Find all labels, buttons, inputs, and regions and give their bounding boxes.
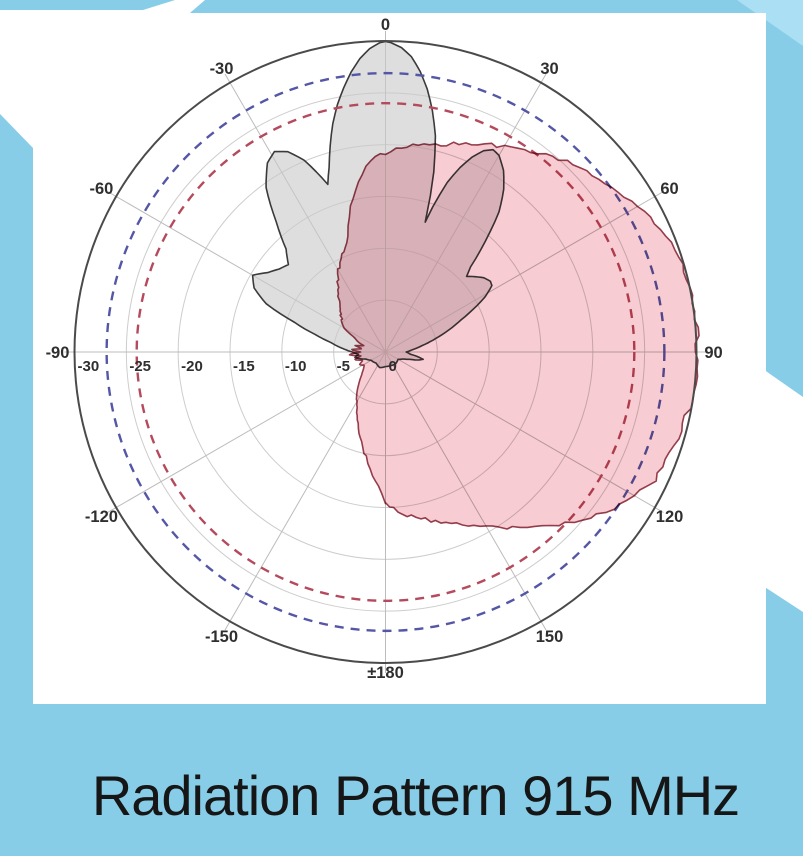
radial-tick-label: -5 (337, 358, 350, 375)
slide-caption: Radiation Pattern 915 MHz (91, 764, 740, 827)
radial-tick-label: 0 (389, 358, 397, 375)
grid-spoke (107, 351, 386, 513)
outer-circle (73, 40, 698, 664)
polar-plot: 0 30 60 90 120 150 ±180 -150 -120 -90 -60 -30 0 -5 -10… (46, 16, 723, 682)
radial-tick-label: -30 (78, 358, 100, 375)
radial-tick-label: -20 (181, 358, 203, 375)
radial-tick-label: -25 (129, 358, 151, 375)
angle-tick-label: -90 (46, 344, 70, 362)
chevron-white-right (760, 367, 803, 612)
radial-tick-label: -15 (233, 358, 255, 375)
angle-tick-label: 120 (656, 508, 684, 526)
angle-tick-label: 30 (540, 60, 558, 78)
angle-tick-label: -120 (85, 508, 118, 526)
angle-tick-label: ±180 (367, 664, 404, 682)
angle-tick-label: -150 (205, 628, 238, 646)
angle-tick-label: 60 (660, 180, 678, 198)
angle-tick-label: 90 (704, 344, 722, 362)
angle-tick-label: -30 (210, 60, 234, 78)
accent-triangle-top-right (737, 0, 803, 46)
angle-tick-label: -60 (90, 180, 114, 198)
angle-tick-label: 150 (536, 628, 564, 646)
radial-tick-label: -10 (285, 358, 307, 375)
plot-panel: 0 30 60 90 120 150 ±180 -150 -120 -90 -60 -30 0 -5 -10… (33, 13, 766, 704)
pattern-pink (336, 141, 700, 530)
angle-tick-label: 0 (381, 16, 390, 34)
